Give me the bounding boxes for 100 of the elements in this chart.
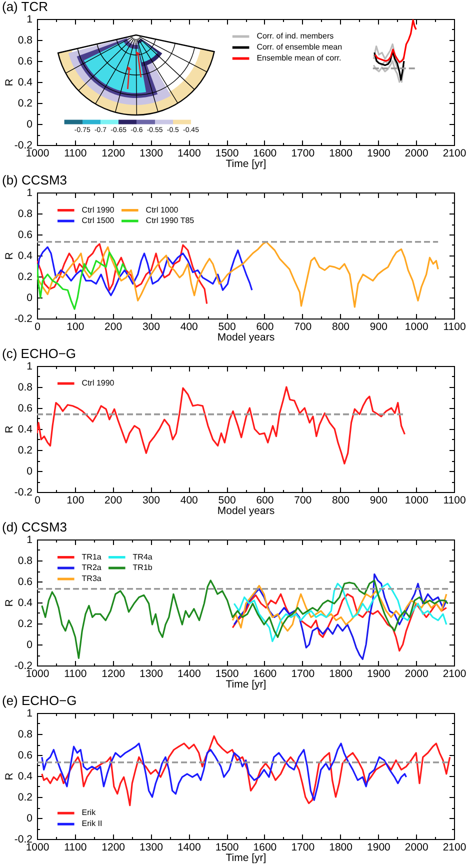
y-tick-label: 0.6: [18, 229, 33, 241]
x-tick-label: 300: [142, 494, 160, 506]
x-tick-label: 900: [370, 321, 388, 333]
y-tick-label: 1: [26, 14, 33, 26]
x-tick-label: 2100: [442, 668, 466, 680]
x-tick-label: 100: [66, 494, 84, 506]
x-tick-label: 0: [34, 494, 41, 506]
x-tick-label: 600: [256, 321, 274, 333]
legend-label: Erik: [82, 808, 97, 818]
x-tick-label: 0: [34, 321, 41, 333]
y-tick-label: 0: [26, 466, 33, 478]
chart-title: (b) CCSM3: [2, 172, 68, 188]
legend-label: TR2a: [82, 563, 102, 572]
x-tick-label: 1200: [102, 148, 126, 160]
legend-label: TR3a: [82, 574, 102, 583]
y-tick-label: 0.8: [18, 382, 33, 394]
x-tick-label: 1700: [291, 148, 315, 160]
chart-title: (a) TCR: [2, 0, 48, 14]
x-tick-label: 600: [256, 494, 274, 506]
x-tick-label: 2000: [404, 148, 428, 160]
y-tick-label: 1: [26, 187, 33, 199]
y-tick-label: 1: [26, 360, 33, 372]
x-tick-label: 1800: [329, 668, 353, 680]
x-tick-label: 200: [104, 321, 122, 333]
y-tick-label: 0.2: [18, 618, 33, 630]
legend-label: Ctrl 1990: [82, 378, 115, 388]
y-tick-label: 0.2: [18, 271, 33, 283]
x-tick-label: 1300: [140, 148, 164, 160]
y-tick-label: 0.6: [18, 576, 33, 588]
chart-title: (d) CCSM3: [2, 520, 68, 534]
legend-label: Ctrl 1000: [146, 205, 179, 214]
y-tick-label: 0.6: [18, 750, 33, 762]
x-tick-label: 1400: [177, 668, 201, 680]
x-axis-title: Model years: [217, 505, 275, 517]
x-axis-title: Time [yr]: [226, 852, 266, 864]
legend-label: Ctrl 1990: [82, 205, 115, 214]
chart-title: (c) ECHO−G: [2, 346, 76, 361]
y-tick-label: 0.2: [18, 98, 33, 110]
x-axis-title: Time [yr]: [226, 158, 266, 170]
x-tick-label: 1800: [329, 842, 353, 854]
x-tick-label: 700: [294, 321, 312, 333]
legend-label: TR1b: [132, 563, 153, 572]
legend-label: TR1a: [82, 552, 102, 562]
x-tick-label: 400: [180, 321, 198, 333]
y-tick-label: 0.4: [18, 770, 33, 782]
x-tick-label: 1000: [26, 668, 50, 680]
x-tick-label: 1800: [329, 148, 353, 160]
x-tick-label: 700: [294, 494, 312, 506]
x-tick-label: 500: [218, 494, 236, 506]
legend-label: TR4a: [132, 552, 153, 562]
x-tick-label: 800: [332, 321, 350, 333]
y-tick-label: 0.4: [18, 250, 33, 262]
x-tick-label: 1500: [215, 842, 239, 854]
x-tick-label: 1300: [140, 842, 164, 854]
x-tick-label: 1100: [64, 148, 87, 160]
x-axis-title: Model years: [217, 332, 275, 344]
x-tick-label: 1200: [102, 668, 126, 680]
x-tick-label: 1000: [404, 494, 428, 506]
x-tick-label: 1500: [215, 668, 239, 680]
y-tick-label: 0.6: [18, 56, 33, 68]
x-tick-label: 1000: [404, 321, 428, 333]
x-tick-label: 1000: [26, 842, 50, 854]
x-tick-label: 2000: [404, 668, 428, 680]
y-tick-label: 0.4: [18, 76, 33, 88]
x-axis-title: Time [yr]: [226, 678, 266, 690]
y-axis-title: R: [3, 252, 16, 260]
x-tick-label: 2100: [442, 148, 466, 160]
x-tick-label: 1600: [253, 668, 277, 680]
x-tick-label: 1700: [291, 668, 315, 680]
x-tick-label: 1700: [291, 842, 315, 854]
y-tick-label: 0: [26, 292, 33, 304]
chart-title: (e) ECHO−G: [2, 693, 77, 708]
y-tick-label: 0.6: [18, 402, 33, 414]
x-tick-label: 1400: [177, 148, 201, 160]
x-tick-label: 1400: [177, 842, 201, 854]
x-tick-label: 100: [66, 321, 84, 333]
x-tick-label: 1100: [443, 494, 466, 506]
y-tick-label: 0.8: [18, 34, 33, 46]
legend-label: Corr. of ensemble mean: [256, 42, 342, 52]
y-tick-label: 1: [26, 708, 33, 720]
x-tick-label: 1500: [215, 148, 239, 160]
x-tick-label: 500: [218, 321, 236, 333]
x-tick-label: 1600: [253, 842, 277, 854]
y-tick-label: 0.2: [18, 444, 33, 456]
x-tick-label: 1900: [367, 148, 391, 160]
y-axis-title: R: [3, 772, 16, 780]
legend-label: Corr. of ind. members: [256, 32, 334, 40]
y-axis-title: R: [3, 425, 16, 434]
y-tick-label: -0.2: [14, 313, 33, 325]
y-tick-label: 0.2: [18, 792, 33, 804]
x-tick-label: 1600: [253, 148, 277, 160]
x-tick-label: 1900: [367, 668, 391, 680]
x-tick-label: 300: [142, 321, 160, 333]
x-tick-label: 1100: [64, 668, 87, 680]
x-tick-label: 1900: [367, 842, 391, 854]
x-tick-label: 900: [370, 494, 388, 506]
y-tick-label: 0.8: [18, 555, 33, 567]
y-tick-label: 1: [26, 534, 33, 546]
x-tick-label: 2000: [404, 842, 428, 854]
legend-label: Erik II: [82, 819, 102, 828]
